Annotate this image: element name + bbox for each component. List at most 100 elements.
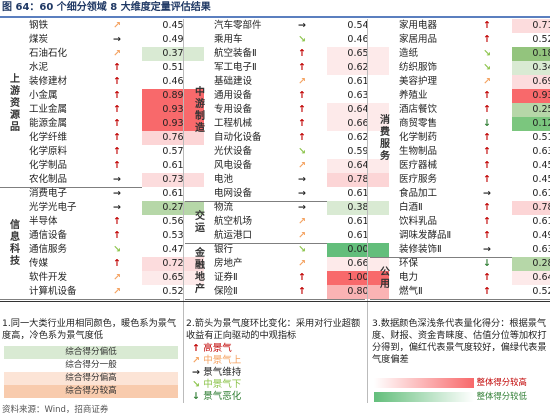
table-row: 酒店餐饮 ↑ 0.25	[396, 103, 550, 117]
trend-arrow-icon: ↘	[298, 34, 306, 45]
industry-name: 通用设备	[214, 90, 253, 101]
group-separator	[370, 257, 550, 258]
score-value: 0.34	[512, 61, 550, 75]
score-value: 0.56	[142, 215, 204, 229]
score-value: 0.27	[142, 201, 204, 215]
arrow-legend-item: ↑ 高景气	[192, 342, 232, 356]
table-row: 电池 → 0.78	[211, 173, 389, 187]
table-row: 环保 ↓ 0.28	[396, 257, 550, 271]
score-value: 0.18	[512, 47, 550, 61]
industry-name: 房地产	[214, 258, 243, 269]
score-value: 0.28	[512, 257, 550, 271]
low-label: 整体得分较低	[476, 391, 527, 401]
legend-arrow-icon: ↑	[192, 343, 204, 354]
score-value: 0.45	[142, 19, 204, 33]
trend-arrow-icon: ↑	[113, 216, 121, 227]
trend-arrow-icon: ↑	[483, 216, 491, 227]
industry-name: 风电设备	[214, 160, 253, 171]
trend-arrow-icon: ↑	[483, 34, 491, 45]
table-row: 纺织服饰 ↘ 0.34	[396, 61, 550, 75]
trend-arrow-icon: ↑	[113, 258, 121, 269]
industry-name: 饮料乳品	[399, 216, 438, 227]
legend-arrow-icon: ↓	[192, 391, 204, 402]
group-separator	[185, 243, 365, 244]
category-label: 上游资源品	[7, 73, 19, 133]
note-3: 3.数据颜色深浅条代表量化得分：根据景气度、财报、资金青睐度、估值分位等加权打分…	[372, 318, 547, 365]
trend-arrow-icon: ↗	[298, 258, 306, 269]
trend-arrow-icon: ↑	[113, 90, 121, 101]
industry-name: 装修装饰Ⅱ	[399, 244, 442, 255]
trend-arrow-icon: ↑	[483, 90, 491, 101]
industry-name: 纺织服饰	[399, 62, 438, 73]
score-value: 0.25	[512, 103, 550, 117]
trend-arrow-icon: ↑	[483, 272, 491, 283]
table-row: 医疗服务 ↑ 0.45	[396, 173, 550, 187]
score-value: 0.93	[142, 103, 204, 117]
industry-name: 燃气Ⅱ	[399, 286, 423, 297]
score-value: 0.64	[512, 271, 550, 285]
trend-arrow-icon: →	[298, 188, 306, 199]
table-row: 电网设备 → 0.61	[211, 187, 389, 201]
table-row: 航空装备Ⅱ ↑ 0.65	[211, 47, 389, 61]
trend-arrow-icon: ↓	[483, 258, 491, 269]
industry-name: 煤炭	[29, 34, 49, 45]
category-label: 消费服务	[377, 114, 389, 162]
source-note: 资料来源：Wind，招商证券	[2, 405, 109, 415]
score-value: 0.51	[512, 131, 550, 145]
trend-arrow-icon: ↗	[113, 286, 121, 297]
table-row: 半导体 ↑ 0.56	[26, 215, 204, 229]
industry-name: 水泥	[29, 62, 49, 73]
table-row: 医疗器械 ↑ 0.45	[396, 159, 550, 173]
note-1: 1.同一大类行业用相同颜色，暖色系为景气度高，冷色系为景气度低	[2, 318, 177, 341]
trend-arrow-icon: ↑	[298, 132, 306, 143]
score-value: 0.62	[327, 61, 389, 75]
trend-arrow-icon: ↑	[298, 62, 306, 73]
industry-name: 调味发酵品Ⅱ	[399, 230, 452, 241]
table-row: 商贸零售 ↓ 0.12	[396, 117, 550, 131]
trend-arrow-icon: →	[298, 174, 306, 185]
industry-name: 美容护理	[399, 76, 438, 87]
trend-arrow-icon: ↑	[298, 286, 306, 297]
table-row: 航运港口 ↗ 0.61	[211, 229, 389, 243]
table-row: 造纸 ↘ 0.18	[396, 47, 550, 61]
industry-name: 通信服务	[29, 244, 68, 255]
industry-name: 化学制药	[399, 132, 438, 143]
industry-name: 家用电器	[399, 20, 438, 31]
industry-name: 保险Ⅱ	[214, 286, 238, 297]
score-value: 0.65	[327, 47, 389, 61]
trend-arrow-icon: ↑	[483, 230, 491, 241]
industry-name: 商贸零售	[399, 118, 438, 129]
trend-arrow-icon: ↗	[298, 76, 306, 87]
gradient-high-legend: 整体得分较高	[374, 376, 546, 388]
table-row: 养殖业 ↑ 0.93	[396, 89, 550, 103]
table-row: 饮料乳品 ↑ 0.61	[396, 215, 550, 229]
score-value: 0.54	[327, 19, 389, 33]
legend-arrow-icon: →	[192, 367, 204, 378]
score-value: 0.53	[142, 229, 204, 243]
table-row: 装修建材 ↑ 0.46	[26, 75, 204, 89]
industry-name: 白酒Ⅱ	[399, 202, 423, 213]
industry-name: 航运港口	[214, 230, 253, 241]
legend-label: 高景气	[203, 343, 232, 354]
score-value: 0.12	[512, 117, 550, 131]
industry-name: 医疗器械	[399, 160, 438, 171]
score-value: 0.73	[142, 173, 204, 187]
industry-name: 化学原料	[29, 146, 68, 157]
score-value: 0.59	[327, 145, 389, 159]
score-value: 0.62	[327, 131, 389, 145]
trend-arrow-icon: →	[113, 202, 121, 213]
trend-arrow-icon: →	[113, 174, 121, 185]
arrow-legend-item: ↘ 中景气下	[192, 378, 241, 392]
trend-arrow-icon: ↑	[483, 20, 491, 31]
arrow-legend-item: → 景气维持	[192, 366, 241, 380]
table-row: 物流 → 0.38	[211, 201, 389, 215]
industry-name: 通信设备	[29, 230, 68, 241]
category-label: 中游制造	[192, 86, 204, 134]
score-value: 0.47	[142, 243, 204, 257]
table-row: 光伏设备 ↘ 0.59	[211, 145, 389, 159]
score-value: 0.61	[327, 187, 389, 201]
trend-arrow-icon: →	[483, 188, 491, 199]
group-separator	[185, 299, 365, 300]
industry-name: 乘用车	[214, 34, 243, 45]
table-row: 美容护理 ↗ 0.69	[396, 75, 550, 89]
